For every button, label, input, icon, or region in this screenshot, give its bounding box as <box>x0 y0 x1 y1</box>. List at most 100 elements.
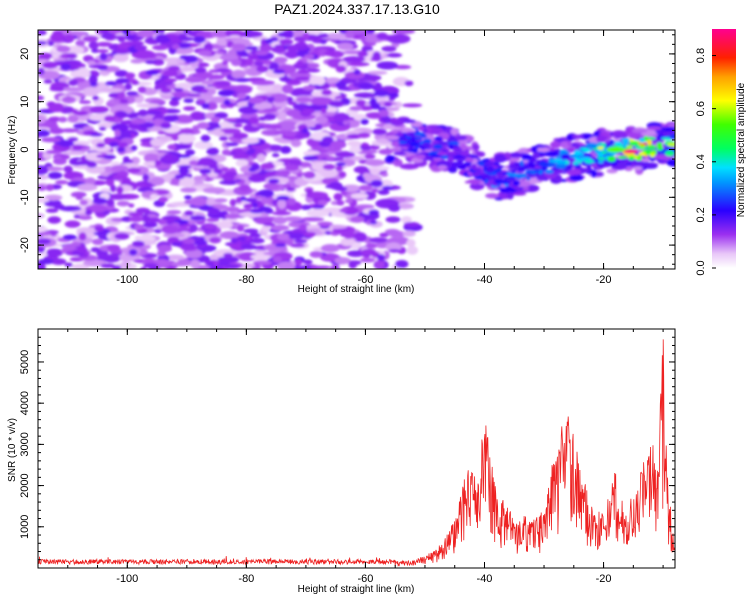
spectrogram-cell <box>647 126 662 131</box>
spectrogram-cell <box>261 198 269 205</box>
spectrogram-cell <box>82 259 107 267</box>
y-tick-label: 0 <box>19 146 31 152</box>
spectrogram-cell <box>213 168 223 174</box>
spectrogram-cell <box>44 194 63 201</box>
spectrogram-cell <box>566 168 582 176</box>
spectrogram-cell <box>638 152 646 156</box>
spectrogram-cell <box>411 147 419 154</box>
spectrogram-cell <box>602 163 611 168</box>
x-tick-label: -60 <box>357 274 373 286</box>
spectrogram-cell <box>397 140 407 144</box>
spectrogram-cell <box>629 140 639 146</box>
spectrogram-cell <box>335 165 344 172</box>
spectrogram-cell <box>180 246 197 251</box>
spectrogram-cell <box>96 142 106 148</box>
spectrogram-cell <box>242 263 255 268</box>
spectrogram-cell <box>448 166 458 174</box>
spectrogram-cell <box>303 171 316 179</box>
spectrogram-cell <box>141 215 151 223</box>
spectrogram-cell <box>321 207 345 213</box>
spectrogram-cell <box>366 30 376 34</box>
spectrogram-cell <box>110 123 129 132</box>
spectrogram-cell <box>108 141 120 148</box>
spectrogram-cell <box>369 237 388 243</box>
spectrogram-cell <box>321 136 334 144</box>
spectrogram-cell <box>136 103 160 108</box>
spectrogram-cell <box>522 187 530 191</box>
spectrogram-cell <box>224 206 240 212</box>
spectrogram-cell <box>171 43 180 50</box>
spectrogram-cell <box>199 168 212 175</box>
spectrogram-cell <box>574 164 582 168</box>
spectrogram-cell <box>38 95 45 101</box>
spectrogram-cell <box>320 39 327 45</box>
spectrogram-cell <box>364 153 376 159</box>
spectrogram-cell <box>206 147 220 156</box>
spectrogram-cell <box>497 174 505 180</box>
colorbar-tick-label: 0.0 <box>695 260 707 275</box>
spectrogram-cell <box>193 141 214 150</box>
spectrogram-cell <box>664 150 675 157</box>
spectrogram-cell <box>448 143 454 150</box>
spectrogram-cell <box>124 82 132 91</box>
colorbar-tick-label: 0.4 <box>695 154 707 169</box>
spectrogram-cell <box>340 231 356 238</box>
spectrogram-cell <box>130 156 141 165</box>
spectrogram-cell <box>210 30 231 38</box>
spectrogram-cell <box>73 214 81 219</box>
spectrogram-cell <box>210 116 221 123</box>
spectrogram-cell <box>394 64 412 70</box>
spectrogram-cell <box>89 105 109 114</box>
spectrogram-cell <box>477 162 485 167</box>
spectrogram-cell <box>92 95 100 101</box>
spectrogram-y-axis: -20 -10 0 10 20 <box>19 34 675 265</box>
spectrogram-cell <box>218 54 239 61</box>
spectrogram-cell <box>437 165 448 170</box>
spectrogram-cell <box>369 144 381 150</box>
spectrogram-cell <box>94 226 105 232</box>
snr-panel: -100 -80 -60 -40 -20 1000 2000 3000 4000 5000 He… <box>7 328 676 595</box>
spectrogram-cell <box>276 111 287 121</box>
spectrogram-cell <box>55 180 69 185</box>
spectrogram-cell <box>358 82 375 90</box>
spectrogram-cell <box>263 113 277 121</box>
spectrogram-cell <box>414 136 423 140</box>
spectrogram-cell <box>128 248 138 256</box>
spectrogram-cell <box>75 195 83 200</box>
spectrogram-cell <box>383 101 393 107</box>
spectrogram-cell <box>166 210 182 215</box>
spectrogram-cell <box>277 261 296 269</box>
spectrogram-cell <box>324 51 336 57</box>
spectrogram-cell <box>298 224 308 231</box>
spectrogram-cell <box>114 48 131 55</box>
spectrogram-cell <box>544 169 554 174</box>
spectrogram-cell <box>119 98 129 104</box>
spectrogram-cell <box>154 160 162 166</box>
spectrogram-cell <box>274 172 291 177</box>
spectrogram-cell <box>334 186 348 192</box>
spectrogram-cell <box>105 178 115 187</box>
spectrogram-cell <box>142 173 150 182</box>
spectrogram-cell <box>42 61 58 69</box>
spectrogram-cell <box>322 163 336 171</box>
spectrogram-cell <box>90 132 103 137</box>
spectrogram-cell <box>146 110 162 115</box>
spectrogram-cell <box>77 247 88 253</box>
spectrogram-cell <box>569 175 584 182</box>
spectrogram-cell <box>128 216 144 223</box>
spectrogram-cell <box>53 203 65 210</box>
spectrogram-cell <box>349 106 363 111</box>
spectrogram-cell <box>521 164 530 170</box>
spectrogram-cell <box>220 128 241 135</box>
spectrogram-cell <box>382 185 393 191</box>
spectrogram-cell <box>324 230 332 235</box>
spectrogram-cell <box>53 158 67 165</box>
spectrogram-cell <box>232 132 249 140</box>
spectrogram-cell <box>86 161 98 168</box>
spectrogram-cell <box>439 141 450 145</box>
spectrogram-cell <box>350 260 362 266</box>
spectrogram-cell <box>349 145 363 153</box>
spectrogram-cell <box>63 165 73 173</box>
spectrogram-cell <box>177 42 191 49</box>
spectrogram-cell <box>399 163 419 170</box>
